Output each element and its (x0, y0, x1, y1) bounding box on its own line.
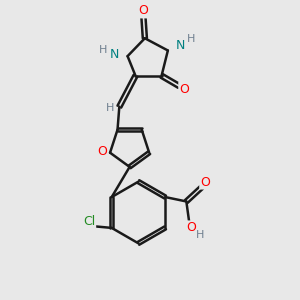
Text: Cl: Cl (83, 215, 95, 228)
Text: O: O (186, 221, 196, 234)
Text: N: N (110, 48, 119, 61)
Text: O: O (179, 82, 189, 95)
Text: N: N (176, 39, 185, 52)
Text: H: H (187, 34, 196, 44)
Text: H: H (99, 45, 107, 55)
Text: O: O (200, 176, 210, 189)
Text: H: H (106, 103, 114, 113)
Text: H: H (196, 230, 205, 240)
Text: O: O (97, 145, 107, 158)
Text: O: O (138, 4, 148, 17)
